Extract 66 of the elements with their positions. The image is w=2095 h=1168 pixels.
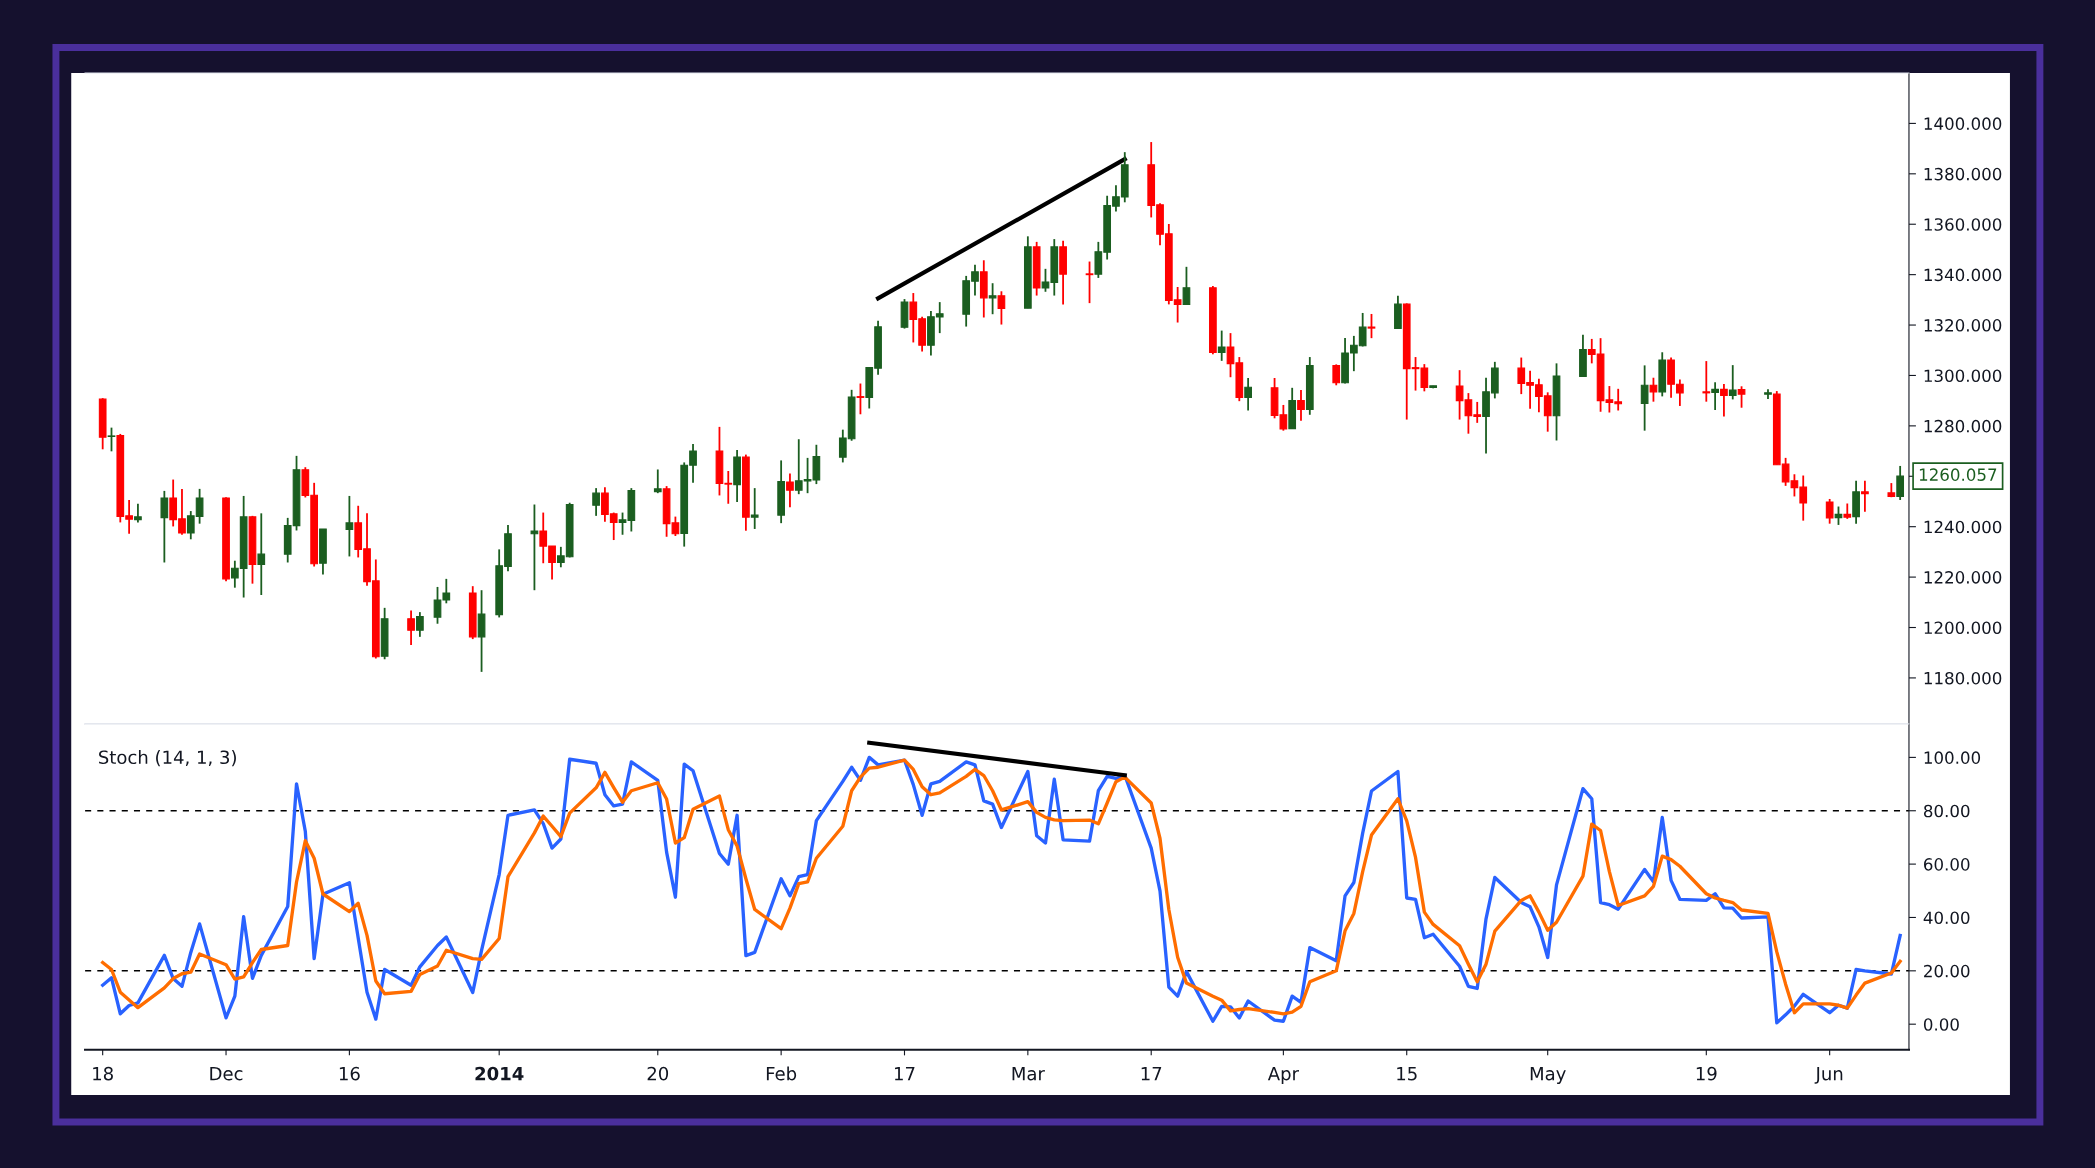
y-tick-label: 100.00 (1924, 751, 1981, 764)
candlestick (1737, 385, 1746, 409)
candlestick (407, 609, 415, 646)
x-tick-label: 17 (1141, 1067, 1162, 1081)
candlestick (1297, 389, 1305, 422)
candlestick (786, 472, 794, 509)
text: Stoch (14, 1, 3) (99, 750, 236, 767)
candlestick (1085, 260, 1094, 305)
candlestick (1728, 364, 1737, 401)
candlestick (1332, 363, 1341, 387)
y-tick-label: 1280.000 (1924, 419, 2002, 433)
candlestick (856, 382, 865, 416)
y-tick-label: 1380.000 (1924, 167, 2002, 181)
candlestick (1217, 329, 1226, 362)
y-tick-label: 1240.000 (1924, 520, 2002, 534)
candlestick (1649, 376, 1658, 403)
x-tick-label: 18 (93, 1066, 113, 1081)
x-tick-label: Dec (210, 1067, 243, 1081)
x-tick-label: 20 (647, 1066, 669, 1081)
candlestick (1244, 377, 1252, 412)
candlestick (107, 426, 116, 453)
x-tick-label: Jun (1814, 1067, 1843, 1084)
y-tick-label: 1220.000 (1924, 571, 2002, 584)
x-tick-label: 16 (339, 1066, 360, 1081)
candlestick (1711, 381, 1719, 411)
candlestick (997, 290, 1006, 326)
y-tick-label: 1320.000 (1924, 319, 2002, 332)
y-tick-label: 20.00 (1924, 964, 1970, 978)
y-tick-label: 1340.000 (1924, 268, 2002, 282)
candlestick (1825, 498, 1834, 525)
candlestick (134, 502, 142, 524)
candlestick (1367, 313, 1376, 340)
y-tick-label: 1360.000 (1924, 218, 2002, 231)
x-tick-label: 17 (894, 1067, 915, 1081)
candlestick (988, 282, 997, 316)
x-tick-label: May (1530, 1067, 1566, 1084)
y-tick-label: 60.00 (1924, 858, 1970, 871)
x-tick-label: 2014 (475, 1066, 524, 1081)
x-tick-label: 19 (1696, 1066, 1717, 1081)
candlestick (530, 503, 539, 592)
candlestick (653, 468, 662, 495)
y-tick-label: 1180.000 (1924, 671, 2002, 685)
candlestick (160, 489, 169, 564)
candlestick (416, 611, 424, 638)
candlestick (1702, 360, 1711, 403)
x-tick-label: 15 (1397, 1067, 1417, 1081)
annotation: 1260.057 (1919, 468, 1997, 481)
x-tick-label: Feb (766, 1066, 797, 1081)
y-tick-label: 40.00 (1923, 911, 1970, 925)
candlestick (1861, 479, 1869, 513)
y-tick-label: 1300.000 (1924, 369, 2002, 383)
y-tick-label: 0.00 (1923, 1018, 1959, 1031)
candlestick (592, 487, 600, 517)
candlestick (1720, 383, 1728, 418)
y-tick-label: 1400.000 (1924, 117, 2002, 130)
candlestick (1182, 265, 1191, 306)
candlestick (750, 487, 759, 530)
candlestick (477, 589, 486, 673)
candlestick (1640, 364, 1649, 432)
x-tick-label: Mar (1012, 1067, 1045, 1081)
x-tick-label: Apr (1267, 1067, 1299, 1084)
y-tick-label: 80.00 (1923, 804, 1970, 818)
y-tick-label: 1200.000 (1924, 621, 2002, 635)
candlestick (1896, 465, 1905, 501)
candlestick (257, 512, 266, 596)
candlestick (345, 495, 354, 558)
